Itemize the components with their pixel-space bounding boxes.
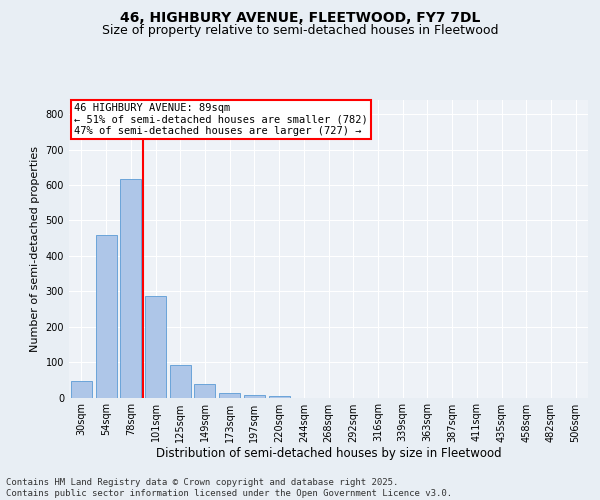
Bar	[170, 364, 191, 398]
Bar	[194, 384, 215, 398]
Text: Size of property relative to semi-detached houses in Fleetwood: Size of property relative to semi-detach…	[102, 24, 498, 37]
Text: 46 HIGHBURY AVENUE: 89sqm
← 51% of semi-detached houses are smaller (782)
47% of: 46 HIGHBURY AVENUE: 89sqm ← 51% of semi-…	[74, 103, 368, 136]
Text: Contains HM Land Registry data © Crown copyright and database right 2025.
Contai: Contains HM Land Registry data © Crown c…	[6, 478, 452, 498]
Y-axis label: Number of semi-detached properties: Number of semi-detached properties	[30, 146, 40, 352]
Bar	[269, 396, 290, 398]
X-axis label: Distribution of semi-detached houses by size in Fleetwood: Distribution of semi-detached houses by …	[155, 448, 502, 460]
Bar	[145, 296, 166, 398]
Bar	[120, 179, 141, 398]
Bar	[71, 381, 92, 398]
Text: 46, HIGHBURY AVENUE, FLEETWOOD, FY7 7DL: 46, HIGHBURY AVENUE, FLEETWOOD, FY7 7DL	[120, 11, 480, 25]
Bar	[95, 234, 116, 398]
Bar	[219, 392, 240, 398]
Bar	[244, 394, 265, 398]
